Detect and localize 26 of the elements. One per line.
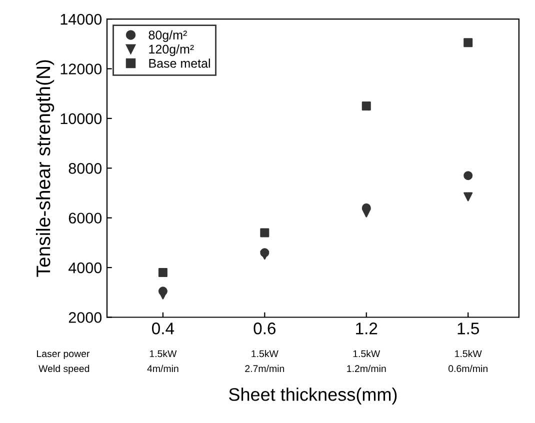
y-tick-label: 12000 (60, 64, 102, 74)
y-tick-label: 2000 (68, 312, 102, 323)
legend-label: Base metal (149, 58, 210, 68)
y-tick-label: 6000 (68, 212, 102, 224)
x-tick-label: 0.6 (254, 322, 276, 334)
text: 1.5kW (150, 350, 177, 358)
text: 2.7m/min (245, 364, 284, 372)
y-tick-label: 8000 (68, 163, 102, 174)
legend-label: 120g/m² (149, 44, 194, 56)
text: Laser power (37, 350, 90, 360)
text: 1.5kW (252, 350, 278, 358)
x-tick-label: 0.4 (152, 322, 174, 334)
text: 0.6m/min (448, 364, 488, 372)
x-tick-label: 1.2 (356, 322, 378, 334)
text: 1.5kW (455, 350, 482, 358)
x-tick-label: 1.5 (458, 322, 479, 334)
text: Weld speed (38, 364, 90, 374)
y-tick-label: 14000 (60, 14, 102, 25)
text: 1.5kW (353, 350, 380, 358)
text: 4m/min (147, 364, 178, 372)
y-tick-label: 10000 (60, 113, 102, 124)
y-axis-title: Tensile-shear strength(N) (36, 60, 54, 277)
y-tick-label: 4000 (68, 262, 102, 274)
x-axis-title: Sheet thickness(mm) (229, 388, 397, 404)
text: 1.2m/min (347, 364, 386, 372)
legend-label: 80g/m² (148, 30, 187, 42)
